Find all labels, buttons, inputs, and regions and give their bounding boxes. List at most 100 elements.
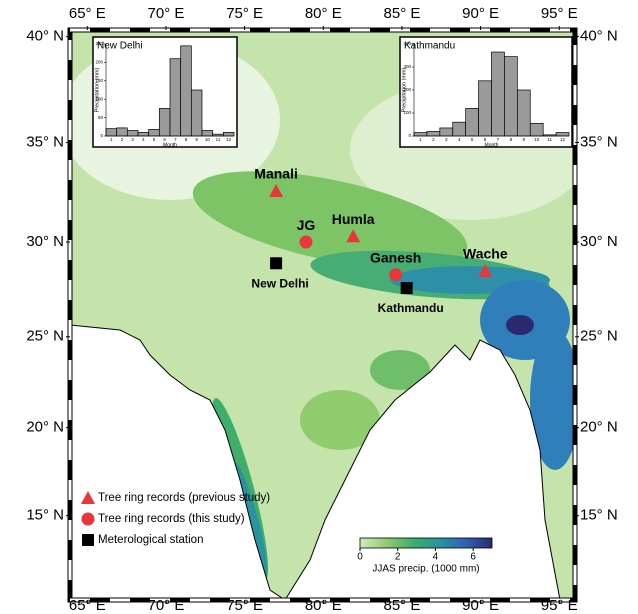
site-label: Humla — [332, 211, 375, 227]
inset-y-tick-label: 50 — [98, 115, 104, 120]
lat-tick-label: 20° N — [26, 419, 64, 436]
colorbar-tick-label: 6 — [470, 552, 476, 563]
lat-tick-label: 40° N — [26, 28, 64, 45]
lat-tick-label: 25° N — [580, 328, 618, 345]
inset-bar — [491, 51, 505, 137]
inset-x-label: Month — [163, 142, 177, 148]
inset-x-tick-label: 7 — [497, 137, 500, 142]
inset-bar — [158, 108, 171, 137]
circle-marker — [299, 235, 313, 249]
lat-tick-label: 20° N — [580, 419, 618, 436]
inset-bar — [555, 132, 570, 137]
triangle-marker — [81, 491, 95, 504]
lon-tick-label: 90° E — [462, 597, 499, 614]
inset-bar — [452, 121, 467, 137]
site-label: Ganesh — [370, 249, 421, 265]
inset-x-tick-label: 6 — [163, 137, 166, 142]
inset-x-tick-label: 8 — [510, 137, 513, 142]
inset-y-tick-label: 0 — [408, 133, 411, 138]
lat-tick-label: 35° N — [26, 133, 64, 150]
lat-tick-label: 15° N — [580, 507, 618, 524]
square-marker — [270, 257, 283, 270]
lon-tick-label: 80° E — [305, 597, 342, 614]
site-label: Manali — [254, 166, 298, 182]
frame-dash — [68, 28, 577, 602]
site-label: Wache — [463, 246, 508, 262]
inset-y-tick-label: 150 — [95, 78, 103, 83]
inset-x-tick-label: 4 — [458, 137, 461, 142]
inset-bar — [413, 132, 428, 137]
lon-tick-label: 75° E — [226, 597, 263, 614]
inset-x-tick-label: 1 — [419, 137, 422, 142]
lon-tick-label: 95° E — [541, 597, 578, 614]
inset-x-tick-label: 12 — [560, 137, 566, 142]
inset-bar — [190, 89, 203, 137]
inset-x-tick-label: 5 — [471, 137, 474, 142]
inset-bar — [516, 89, 531, 137]
inset-y-tick-label: 200 — [95, 60, 103, 65]
inset-bar — [180, 45, 192, 137]
lon-tick-label: 75° E — [226, 5, 263, 22]
triangle-marker — [346, 229, 361, 243]
colorbar-tick-label: 0 — [357, 552, 363, 563]
inset-x-tick-label: 11 — [216, 137, 221, 142]
colorbar-label: JJAS precip. (1000 mm) — [372, 564, 479, 575]
colorbar-tick-label: 2 — [395, 552, 401, 563]
circle-marker — [81, 512, 95, 526]
triangle-marker — [269, 183, 284, 197]
square-marker — [400, 282, 413, 295]
inset-x-tick-label: 3 — [131, 137, 134, 142]
legend-label: Tree ring records (this study) — [98, 513, 245, 525]
inset-x-tick-label: 2 — [121, 137, 124, 142]
inset-y-label: Precipitation (mm) — [401, 68, 407, 113]
site-label: New Delhi — [251, 276, 308, 290]
lon-tick-label: 95° E — [541, 5, 578, 22]
inset-x-tick-label: 6 — [484, 137, 487, 142]
inset-bar — [148, 129, 160, 137]
site-label: Kathmandu — [378, 301, 444, 315]
inset-x-tick-label: 10 — [534, 137, 540, 142]
lon-tick-label: 65° E — [69, 5, 106, 22]
inset-bar — [439, 127, 454, 137]
inset-bar — [504, 56, 518, 137]
inset-y-tick-label: 200 — [403, 87, 411, 92]
inset-bar — [426, 131, 441, 137]
inset-y-tick-label: 100 — [403, 110, 411, 115]
inset-x-tick-label: 5 — [153, 137, 156, 142]
inset-title: New Delhi — [97, 41, 143, 52]
lat-tick-label: 30° N — [580, 233, 618, 250]
inset-y-tick-label: 250 — [95, 41, 103, 46]
lon-tick-label: 80° E — [305, 5, 342, 22]
site-label: JG — [297, 217, 316, 233]
inset-x-label: Month — [485, 142, 499, 148]
lat-tick-label: 25° N — [26, 328, 64, 345]
lon-tick-label: 70° E — [148, 5, 185, 22]
inset-bar — [201, 130, 214, 137]
inset-bar — [222, 131, 235, 137]
inset-bar — [116, 127, 128, 137]
inset-bar — [137, 131, 150, 137]
inset-x-tick-label: 12 — [226, 137, 232, 142]
inset-y-tick-label: 100 — [95, 96, 103, 101]
inset-y-label: Precipitation (mm) — [94, 68, 100, 113]
inset-bar — [169, 58, 182, 137]
inset-x-tick-label: 8 — [185, 137, 188, 142]
lat-tick-label: 30° N — [26, 233, 64, 250]
inset-bar — [105, 128, 118, 137]
overlay: 65° E 65° E 70° E 70° E 75° E 75° E 80° E 80° E… — [26, 5, 617, 614]
inset-x-tick-label: 10 — [205, 137, 211, 142]
inset-x-tick-label: 11 — [547, 137, 552, 142]
inset-title: Kathmandu — [404, 41, 455, 52]
circle-marker — [389, 268, 403, 282]
square-marker — [82, 534, 94, 546]
lat-tick-label: 35° N — [580, 133, 618, 150]
lon-tick-label: 85° E — [384, 5, 421, 22]
lon-tick-label: 65° E — [69, 597, 106, 614]
inset-y-tick-label: 300 — [403, 64, 411, 69]
colorbar — [359, 537, 493, 549]
inset-bar — [478, 80, 492, 137]
inset-x-tick-label: 1 — [110, 137, 113, 142]
lat-tick-label: 15° N — [26, 507, 64, 524]
